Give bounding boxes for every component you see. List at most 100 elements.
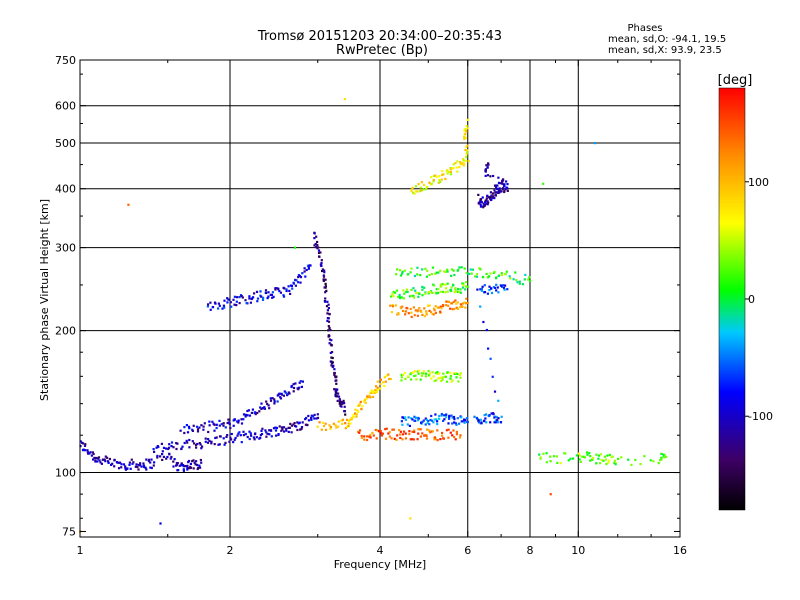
trace-point xyxy=(417,417,420,420)
y-tick-label: 200 xyxy=(55,325,76,338)
trace-point xyxy=(442,372,445,375)
trace-point xyxy=(282,295,286,298)
trace-point xyxy=(443,418,446,421)
trace-point xyxy=(433,284,436,287)
trace-point xyxy=(316,240,319,244)
trace-point xyxy=(375,437,378,440)
trace-point xyxy=(396,434,399,437)
trace-point xyxy=(294,284,297,287)
trace-point xyxy=(416,266,419,269)
trace-point xyxy=(652,460,655,463)
trace-point xyxy=(326,319,329,322)
trace-point xyxy=(415,378,418,381)
trace-point xyxy=(404,310,408,313)
trace-point xyxy=(490,198,493,201)
trace-point xyxy=(401,272,404,275)
trace-point xyxy=(417,372,420,375)
trace-point xyxy=(608,459,611,462)
trace-point xyxy=(498,191,501,194)
trace-point xyxy=(335,382,338,385)
trace-point xyxy=(200,447,203,450)
trace-point xyxy=(463,421,466,424)
trace-point xyxy=(360,434,363,438)
trace-point xyxy=(286,393,289,396)
trace-point xyxy=(514,271,517,274)
trace-point xyxy=(292,423,295,426)
trace-point xyxy=(324,282,327,285)
trace-point xyxy=(83,444,87,447)
trace-point xyxy=(422,419,425,422)
trace-point xyxy=(87,452,90,455)
trace-point xyxy=(449,375,452,378)
trace-point xyxy=(278,289,281,293)
trace-point xyxy=(462,282,465,285)
trace-point xyxy=(346,425,349,428)
trace-point xyxy=(259,406,262,409)
trace-point xyxy=(497,291,500,294)
trace-point xyxy=(482,320,485,324)
trace-point xyxy=(466,301,469,305)
trace-point xyxy=(483,204,486,207)
trace-point xyxy=(504,188,507,191)
trace-point xyxy=(479,268,482,271)
trace-point xyxy=(444,304,448,307)
trace-point xyxy=(581,455,584,458)
trace-point xyxy=(464,302,467,305)
trace-point xyxy=(315,246,318,249)
trace-point xyxy=(434,305,437,308)
trace-point xyxy=(200,424,203,427)
trace-point xyxy=(360,407,363,410)
trace-point xyxy=(463,129,466,132)
trace-point xyxy=(445,413,448,416)
trace-point xyxy=(355,415,358,418)
trace-point xyxy=(207,303,210,306)
x-tick-label: 2 xyxy=(227,544,234,557)
trace-point xyxy=(162,455,165,458)
trace-point xyxy=(436,439,439,442)
trace-point xyxy=(459,303,462,306)
trace-point xyxy=(480,201,483,204)
trace-point xyxy=(395,438,398,441)
trace-point xyxy=(438,417,441,420)
trace-point xyxy=(488,414,491,417)
trace-point xyxy=(456,160,459,163)
trace-point xyxy=(413,314,416,317)
trace-point xyxy=(606,454,609,457)
trace-point xyxy=(183,431,186,435)
trace-point xyxy=(327,329,330,332)
trace-point xyxy=(466,118,469,121)
trace-point xyxy=(184,465,187,468)
trace-point xyxy=(427,304,430,307)
trace-point xyxy=(324,291,327,294)
trace-point xyxy=(549,455,552,458)
trace-point xyxy=(454,372,457,375)
trace-point xyxy=(391,428,394,431)
trace-point xyxy=(410,190,413,193)
trace-point xyxy=(307,267,310,270)
trace-point xyxy=(86,449,89,452)
trace-point xyxy=(418,369,421,372)
trace-point xyxy=(426,269,429,272)
trace-point xyxy=(300,427,303,430)
trace-point xyxy=(427,420,430,423)
trace-point xyxy=(232,441,235,444)
trace-point xyxy=(235,300,238,303)
trace-point xyxy=(337,392,340,395)
trace-point xyxy=(221,307,224,310)
trace-point xyxy=(265,431,268,434)
trace-point xyxy=(263,406,266,409)
trace-point xyxy=(479,203,482,206)
trace-point xyxy=(416,370,419,373)
trace-point xyxy=(167,447,170,451)
trace-point xyxy=(420,421,423,424)
trace-point xyxy=(613,461,616,465)
trace-point xyxy=(449,167,452,171)
trace-point xyxy=(330,344,333,347)
trace-point xyxy=(495,289,498,292)
trace-point xyxy=(432,313,435,316)
trace-point xyxy=(240,295,243,298)
trace-point xyxy=(486,203,489,206)
trace-point xyxy=(486,292,489,295)
trace-point xyxy=(274,287,277,290)
trace-point xyxy=(90,454,93,457)
